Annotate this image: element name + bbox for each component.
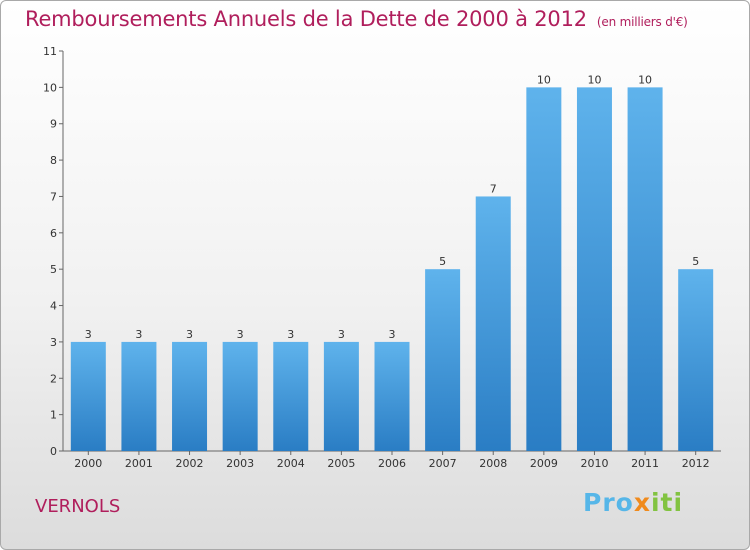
bar-value-label: 3 [389,328,396,341]
bar-2009 [526,87,562,451]
bar-value-label: 3 [237,328,244,341]
x-tick-label: 2000 [74,457,102,470]
bar-2011 [627,87,663,451]
y-tick-label: 4 [50,300,57,313]
commune-name: VERNOLS [35,496,121,517]
x-tick-label: 2002 [176,457,204,470]
chart-title-text: Remboursements Annuels de la Dette de 20… [25,7,587,31]
bar-2004 [273,341,309,451]
bar-2002 [172,341,208,451]
chart-unit: (en milliers d'€) [596,15,688,29]
x-tick-label: 2006 [378,457,406,470]
bar-2003 [222,341,258,451]
bar-value-label: 7 [490,182,497,195]
chart-title: Remboursements Annuels de la Dette de 20… [25,7,688,31]
x-tick-label: 2009 [530,457,558,470]
y-tick-label: 10 [43,81,57,94]
bar-2001 [121,341,157,451]
y-tick-label: 6 [50,227,57,240]
logo-part-3: iti [650,488,684,517]
x-tick-label: 2003 [226,457,254,470]
bar-value-label: 5 [439,255,446,268]
bar-value-label: 10 [587,73,601,86]
y-tick-label: 11 [43,45,57,58]
x-tick-label: 2005 [327,457,355,470]
bar-2012 [678,269,714,451]
bar-2000 [70,341,106,451]
logo-part-1: Pro [583,488,634,517]
y-tick-label: 9 [50,118,57,131]
bar-2008 [475,196,511,451]
y-tick-label: 8 [50,154,57,167]
bar-value-label: 10 [537,73,551,86]
x-tick-label: 2007 [429,457,457,470]
y-tick-label: 7 [50,190,57,203]
x-tick-label: 2008 [479,457,507,470]
bar-value-label: 3 [85,328,92,341]
bar-2005 [323,341,359,451]
bar-2006 [374,341,410,451]
x-tick-label: 2004 [277,457,305,470]
x-tick-label: 2012 [682,457,710,470]
y-tick-label: 3 [50,336,57,349]
bar-value-label: 10 [638,73,652,86]
bar-value-label: 3 [338,328,345,341]
x-tick-label: 2011 [631,457,659,470]
y-tick-label: 5 [50,263,57,276]
bar-value-label: 3 [186,328,193,341]
bar-value-label: 3 [287,328,294,341]
chart-axes: 0 1 2 3 4 5 6 7 8 9 10 11 2000 2001 2002 2003 2004 2005 20… [43,45,721,470]
bar-2010 [576,87,612,451]
bar-2007 [425,269,461,451]
bar-value-label: 3 [135,328,142,341]
proxiti-logo: Proxiti [583,488,683,517]
y-tick-label: 0 [50,445,57,458]
x-tick-label: 2001 [125,457,153,470]
logo-part-2: x [633,488,651,517]
bar-value-label: 5 [692,255,699,268]
y-tick-label: 2 [50,372,57,385]
x-tick-label: 2010 [580,457,608,470]
chart-bars: 3 3 3 3 3 3 3 5 7 10 10 10 5 [70,73,714,451]
y-tick-label: 1 [50,409,57,422]
